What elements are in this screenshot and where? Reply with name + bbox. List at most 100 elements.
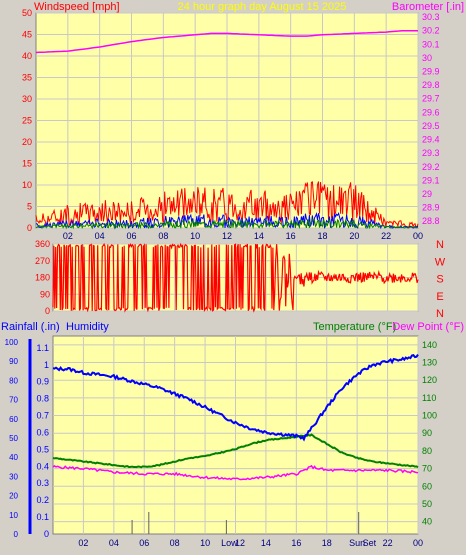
- x-tick-label: 08: [170, 538, 180, 548]
- compass-label: S: [436, 274, 443, 286]
- direction-tick-label: 270: [35, 256, 50, 266]
- temperature-tick-label: 120: [422, 375, 437, 385]
- direction-tick-label: 0: [45, 306, 50, 316]
- temperature-humidity-panel: 40506070809010011012013014000.10.20.30.4…: [1, 321, 464, 548]
- temperature-tick-label: 140: [422, 340, 437, 350]
- temperature-tick-label: 130: [422, 358, 437, 368]
- humidity-tick-label: 20: [9, 492, 18, 501]
- temperature-tick-label: 100: [422, 411, 437, 421]
- rain-tick-label: 0.2: [36, 495, 49, 505]
- humidity-tick-label: 10: [9, 511, 18, 520]
- rain-tick-label: 0.6: [36, 427, 49, 437]
- barometer-tick-label: 29.4: [422, 135, 440, 145]
- dew-point-axis-label: Dew Point (°F): [392, 321, 464, 333]
- rain-tick-label: 0: [44, 529, 49, 539]
- x-tick-label: 02: [78, 538, 88, 548]
- barometer-tick-label: 29.2: [422, 162, 440, 172]
- x-tick-label: 00: [413, 231, 423, 241]
- wind-direction-series: [52, 242, 419, 313]
- x-tick-label: 18: [322, 538, 332, 548]
- direction-tick-label: 180: [35, 273, 50, 283]
- temperature-tick-label: 50: [422, 499, 432, 509]
- humidity-axis-label: Humidity: [66, 321, 109, 333]
- wind-tick-label: 25: [22, 116, 32, 126]
- barometer-axis-label: Barometer [.in]: [392, 1, 464, 13]
- wind-tick-label: 10: [22, 180, 32, 190]
- x-tick-label: 10: [200, 538, 210, 548]
- humidity-series: [52, 353, 419, 442]
- rain-tick-label: 0.4: [36, 461, 49, 471]
- rain-axis-label: Rainfall (.in): [1, 321, 60, 333]
- barometer-tick-label: 29.9: [422, 67, 440, 77]
- barometer-tick-label: 28.8: [422, 216, 440, 226]
- humidity-tick-label: 0: [14, 530, 19, 539]
- rain-tick-label: 0.9: [36, 377, 49, 387]
- compass-label: N: [436, 239, 444, 251]
- x-tick-label: Set: [363, 538, 377, 548]
- barometer-tick-label: 29.3: [422, 148, 440, 158]
- x-tick-label: 04: [95, 231, 105, 241]
- wind-tick-label: 40: [22, 51, 32, 61]
- wind-low-series: [35, 218, 419, 230]
- dew-point-series: [52, 464, 419, 481]
- humidity-tick-label: 70: [9, 396, 18, 405]
- wind-tick-label: 35: [22, 73, 32, 83]
- barometer-tick-label: 30: [422, 53, 432, 63]
- wind-tick-label: 30: [22, 94, 32, 104]
- rain-tick-label: 0.8: [36, 394, 49, 404]
- rain-tick-label: 0.7: [36, 411, 49, 421]
- humidity-tick-label: 60: [9, 415, 18, 424]
- x-tick-label: Low: [221, 538, 238, 548]
- temperature-tick-label: 60: [422, 481, 432, 491]
- barometer-tick-label: 28.9: [422, 203, 440, 213]
- x-tick-label: 00: [413, 538, 423, 548]
- barometer-tick-label: 30.2: [422, 26, 440, 36]
- humidity-tick-label: 50: [9, 434, 18, 443]
- wind-tick-label: 15: [22, 159, 32, 169]
- humidity-tick-label: 100: [5, 338, 19, 347]
- barometer-tick-label: 30.3: [422, 12, 440, 22]
- rain-tick-label: 0.3: [36, 478, 49, 488]
- x-tick-label: 22: [383, 538, 393, 548]
- compass-label: W: [435, 256, 446, 268]
- wind-average-series: [36, 212, 419, 230]
- wind-tick-label: 20: [22, 137, 32, 147]
- wind-tick-label: 45: [22, 30, 32, 40]
- rain-tick-label: 0.5: [36, 444, 49, 454]
- wind-barometer-panel: 0 5 10 15 20 25 30 35 40 45 50 28.8 28.9 29 29.1 29.2 29…: [22, 1, 464, 241]
- x-tick-label: 04: [109, 538, 119, 548]
- humidity-tick-label: 80: [9, 376, 18, 385]
- compass-label: N: [436, 308, 444, 320]
- temperature-tick-label: 110: [422, 393, 436, 403]
- compass-label: E: [436, 291, 443, 303]
- x-tick-label: 22: [381, 231, 391, 241]
- temperature-axis-label: Temperature (°F): [313, 321, 396, 333]
- temperature-tick-label: 40: [422, 517, 432, 527]
- x-tick-label: 06: [139, 538, 149, 548]
- humidity-tick-label: 30: [9, 472, 18, 481]
- rain-tick-label: 0.1: [36, 512, 49, 522]
- barometer-tick-label: 30.1: [422, 39, 440, 49]
- x-tick-label: 18: [317, 231, 327, 241]
- x-tick-label: 12: [222, 231, 232, 241]
- temperature-series: [52, 433, 419, 469]
- direction-tick-label: 360: [35, 239, 50, 249]
- x-tick-label: Sun: [349, 538, 365, 548]
- wind-tick-label: 5: [27, 202, 32, 212]
- chart-title: 24 hour graph day August 15 2025: [178, 1, 347, 13]
- x-tick-label: 10: [190, 231, 200, 241]
- barometer-tick-label: 29: [422, 189, 432, 199]
- wind-tick-label: 50: [22, 8, 32, 18]
- barometer-tick-label: 29.7: [422, 94, 440, 104]
- barometer-tick-label: 29.8: [422, 80, 440, 90]
- wind-gust-series: [35, 181, 419, 229]
- temperature-tick-label: 90: [422, 428, 432, 438]
- wind-tick-label: 0: [27, 223, 32, 233]
- x-tick-label: 02: [63, 231, 73, 241]
- x-tick-label: 06: [126, 231, 136, 241]
- x-tick-label: 14: [261, 538, 271, 548]
- barometer-tick-label: 29.6: [422, 107, 440, 117]
